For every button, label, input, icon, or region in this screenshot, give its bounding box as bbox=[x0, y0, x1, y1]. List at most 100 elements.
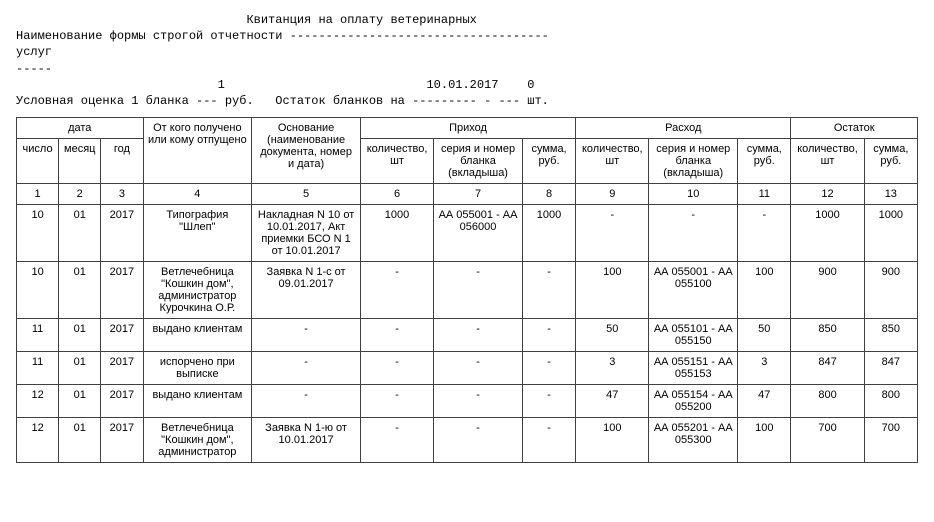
cell-month: 01 bbox=[59, 262, 101, 319]
cell-basis: - bbox=[252, 385, 361, 418]
sub-header-ex-sum: сумма, руб. bbox=[738, 139, 791, 184]
cell-ex_ser: АА 055154 - АА 055200 bbox=[649, 385, 738, 418]
cell-basis: Заявка N 1-ю от 10.01.2017 bbox=[252, 418, 361, 463]
cell-day: 12 bbox=[17, 385, 59, 418]
cell-in_qty: - bbox=[360, 262, 433, 319]
cell-in_ser: - bbox=[434, 418, 523, 463]
index-cell: 7 bbox=[434, 184, 523, 205]
cell-basis: Заявка N 1-с от 09.01.2017 bbox=[252, 262, 361, 319]
cell-from: Ветлечебница "Кошкин дом", администратор bbox=[143, 418, 252, 463]
cell-from: Ветлечебница "Кошкин дом", администратор… bbox=[143, 262, 252, 319]
cell-bal_sum: 800 bbox=[864, 385, 917, 418]
cell-ex_sum: 100 bbox=[738, 262, 791, 319]
document-header: Квитанция на оплату ветеринарных Наимено… bbox=[16, 12, 918, 109]
cell-year: 2017 bbox=[101, 385, 143, 418]
sub-header-in-ser: серия и номер бланка (вкладыша) bbox=[434, 139, 523, 184]
sub-header-day: число bbox=[17, 139, 59, 184]
cell-bal_sum: 700 bbox=[864, 418, 917, 463]
table-row: 10012017Ветлечебница "Кошкин дом", админ… bbox=[17, 262, 918, 319]
sub-header-month: месяц bbox=[59, 139, 101, 184]
index-cell: 3 bbox=[101, 184, 143, 205]
cell-bal_sum: 1000 bbox=[864, 205, 917, 262]
cell-ex_ser: АА 055201 - АА 055300 bbox=[649, 418, 738, 463]
index-cell: 2 bbox=[59, 184, 101, 205]
index-cell: 9 bbox=[576, 184, 649, 205]
cell-bal_qty: 800 bbox=[791, 385, 864, 418]
cell-in_sum: - bbox=[522, 262, 575, 319]
cell-in_sum: - bbox=[522, 352, 575, 385]
cell-in_ser: - bbox=[434, 385, 523, 418]
sub-header-in-sum: сумма, руб. bbox=[522, 139, 575, 184]
sub-header-year: год bbox=[101, 139, 143, 184]
index-cell: 4 bbox=[143, 184, 252, 205]
sub-header-ex-ser: серия и номер бланка (вкладыша) bbox=[649, 139, 738, 184]
index-cell: 12 bbox=[791, 184, 864, 205]
rate-line: Условная оценка 1 бланка --- руб. Остато… bbox=[16, 94, 549, 108]
sub-header-ex-qty: количество, шт bbox=[576, 139, 649, 184]
cell-in_sum: - bbox=[522, 319, 575, 352]
cell-year: 2017 bbox=[101, 262, 143, 319]
cell-bal_qty: 900 bbox=[791, 262, 864, 319]
table-row: 11012017испорчено при выписке----3АА 055… bbox=[17, 352, 918, 385]
sub-header-bal-qty: количество, шт bbox=[791, 139, 864, 184]
cell-bal_qty: 700 bbox=[791, 418, 864, 463]
cell-year: 2017 bbox=[101, 205, 143, 262]
cell-in_qty: - bbox=[360, 385, 433, 418]
cell-month: 01 bbox=[59, 352, 101, 385]
cell-day: 11 bbox=[17, 319, 59, 352]
cell-ex_qty: - bbox=[576, 205, 649, 262]
cell-month: 01 bbox=[59, 205, 101, 262]
cell-ex_sum: 100 bbox=[738, 418, 791, 463]
cell-bal_qty: 847 bbox=[791, 352, 864, 385]
cell-in_qty: - bbox=[360, 319, 433, 352]
cell-ex_qty: 100 bbox=[576, 262, 649, 319]
cell-in_qty: 1000 bbox=[360, 205, 433, 262]
group-header-income: Приход bbox=[360, 118, 575, 139]
index-cell: 6 bbox=[360, 184, 433, 205]
index-cell: 13 bbox=[864, 184, 917, 205]
cell-ex_qty: 47 bbox=[576, 385, 649, 418]
cell-bal_sum: 847 bbox=[864, 352, 917, 385]
cell-from: испорчено при выписке bbox=[143, 352, 252, 385]
cell-bal_qty: 850 bbox=[791, 319, 864, 352]
dashes-line: ----- bbox=[16, 62, 52, 76]
group-header-basis: Основание (наименование документа, номер… bbox=[252, 118, 361, 184]
cell-day: 12 bbox=[17, 418, 59, 463]
cell-day: 11 bbox=[17, 352, 59, 385]
index-cell: 1 bbox=[17, 184, 59, 205]
cell-month: 01 bbox=[59, 385, 101, 418]
index-row: 1 2 3 4 5 6 7 8 9 10 11 12 13 bbox=[17, 184, 918, 205]
cell-in_ser: - bbox=[434, 262, 523, 319]
index-cell: 5 bbox=[252, 184, 361, 205]
cell-basis: - bbox=[252, 319, 361, 352]
table-row: 12012017выдано клиентам----47АА 055154 -… bbox=[17, 385, 918, 418]
cell-ex_qty: 100 bbox=[576, 418, 649, 463]
cell-in_sum: - bbox=[522, 418, 575, 463]
cell-ex_sum: 50 bbox=[738, 319, 791, 352]
index-cell: 8 bbox=[522, 184, 575, 205]
table-head: дата От кого получено или кому отпущено … bbox=[17, 118, 918, 205]
cell-month: 01 bbox=[59, 418, 101, 463]
cell-ex_ser: - bbox=[649, 205, 738, 262]
group-header-from: От кого получено или кому отпущено bbox=[143, 118, 252, 184]
cell-ex_qty: 50 bbox=[576, 319, 649, 352]
group-header-date: дата bbox=[17, 118, 144, 139]
table-row: 10012017Типография "Шлеп"Накладная N 10 … bbox=[17, 205, 918, 262]
cell-day: 10 bbox=[17, 205, 59, 262]
table-row: 11012017выдано клиентам----50АА 055101 -… bbox=[17, 319, 918, 352]
cell-month: 01 bbox=[59, 319, 101, 352]
cell-in_ser: АА 055001 - АА 056000 bbox=[434, 205, 523, 262]
cell-in_ser: - bbox=[434, 319, 523, 352]
index-cell: 10 bbox=[649, 184, 738, 205]
sub-header-bal-sum: сумма, руб. bbox=[864, 139, 917, 184]
ledger-table: дата От кого получено или кому отпущено … bbox=[16, 117, 918, 463]
cell-basis: - bbox=[252, 352, 361, 385]
cell-day: 10 bbox=[17, 262, 59, 319]
sub-header-in-qty: количество, шт bbox=[360, 139, 433, 184]
uslug-line: услуг bbox=[16, 45, 52, 59]
cell-basis: Накладная N 10 от 10.01.2017, Акт приемк… bbox=[252, 205, 361, 262]
title-line: Квитанция на оплату ветеринарных bbox=[16, 13, 477, 27]
cell-ex_sum: 3 bbox=[738, 352, 791, 385]
cell-bal_qty: 1000 bbox=[791, 205, 864, 262]
cell-ex_ser: АА 055001 - АА 055100 bbox=[649, 262, 738, 319]
